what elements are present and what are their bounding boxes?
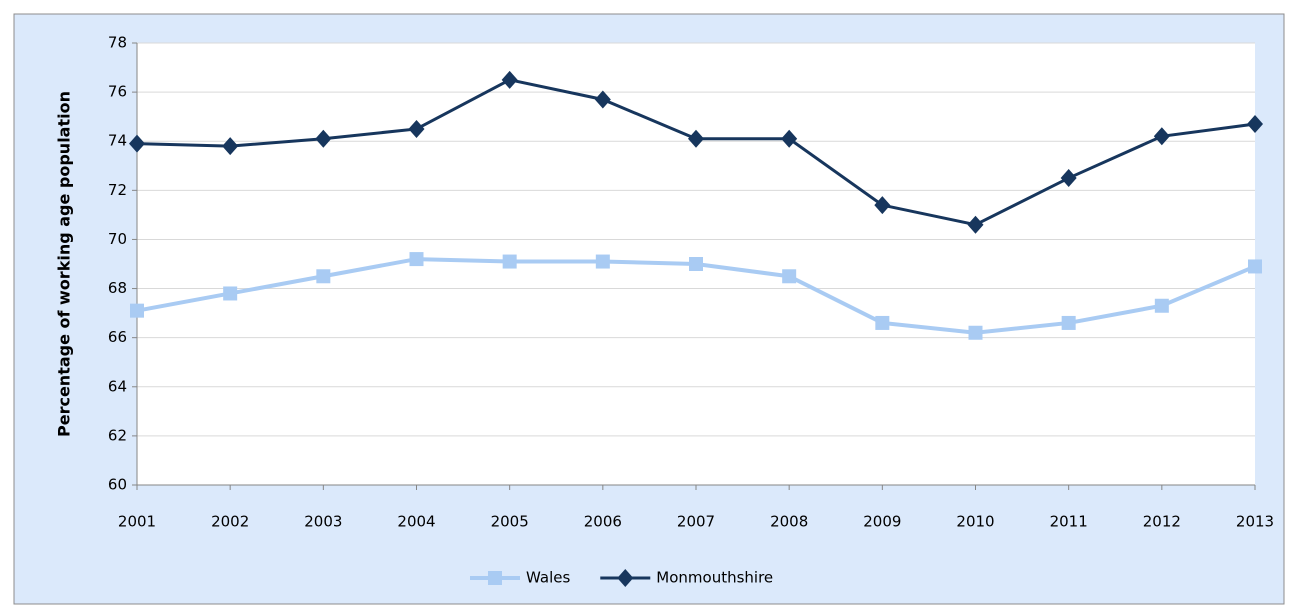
- y-tick-label: 66: [108, 328, 127, 346]
- y-tick-label: 60: [108, 476, 127, 494]
- marker: [1061, 315, 1076, 330]
- marker: [222, 137, 239, 156]
- y-tick-label: 68: [108, 279, 127, 297]
- x-tick-label: 2002: [211, 513, 249, 531]
- y-tick-label: 72: [108, 181, 127, 199]
- x-tick-label: 2006: [584, 513, 622, 531]
- x-tick-label: 2007: [677, 513, 715, 531]
- marker: [1247, 115, 1263, 134]
- marker: [594, 90, 611, 109]
- marker: [1248, 259, 1262, 274]
- x-tick-label: 2012: [1143, 513, 1181, 531]
- x-tick-label: 2008: [770, 513, 808, 531]
- marker: [688, 129, 704, 148]
- x-tick-label: 2009: [863, 513, 901, 531]
- marker: [315, 129, 332, 148]
- x-tick-label: 2003: [304, 513, 342, 531]
- marker: [875, 315, 890, 330]
- marker: [782, 269, 797, 284]
- y-tick-label: 78: [108, 34, 127, 52]
- legend-label: Monmouthshire: [656, 569, 773, 587]
- y-tick-label: 76: [108, 83, 127, 101]
- marker: [223, 286, 238, 301]
- marker: [129, 134, 145, 153]
- marker: [1153, 127, 1170, 146]
- y-tick-label: 70: [108, 230, 127, 248]
- marker: [689, 257, 703, 271]
- marker: [968, 325, 983, 340]
- marker: [488, 571, 502, 585]
- marker: [409, 252, 424, 267]
- y-tick-label: 62: [108, 426, 127, 444]
- legend-label: Wales: [526, 569, 570, 587]
- y-tick-label: 64: [108, 377, 127, 395]
- marker: [130, 303, 144, 318]
- marker: [595, 254, 610, 269]
- y-axis-label: Percentage of working age population: [55, 91, 74, 437]
- marker: [1060, 169, 1077, 188]
- x-tick-label: 2011: [1050, 513, 1088, 531]
- marker: [617, 569, 634, 587]
- marker: [781, 129, 798, 148]
- x-tick-label: 2013: [1236, 513, 1274, 531]
- marker: [874, 196, 891, 215]
- marker: [502, 254, 517, 269]
- y-tick-label: 74: [108, 132, 127, 150]
- x-tick-label: 2001: [118, 513, 156, 531]
- marker: [408, 119, 425, 138]
- marker: [316, 269, 331, 284]
- x-tick-label: 2004: [397, 513, 435, 531]
- x-tick-label: 2005: [491, 513, 529, 531]
- x-tick-label: 2010: [956, 513, 994, 531]
- marker: [967, 215, 984, 234]
- marker: [1154, 298, 1169, 313]
- marker: [501, 70, 518, 89]
